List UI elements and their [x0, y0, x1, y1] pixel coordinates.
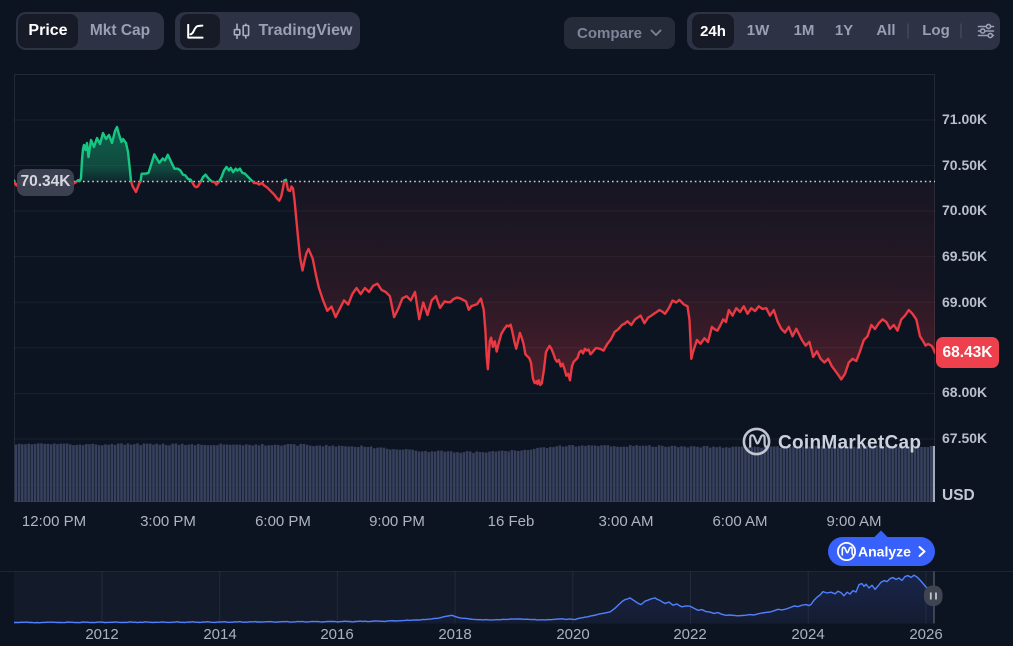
svg-text:CoinMarketCap: CoinMarketCap	[778, 433, 921, 454]
svg-text:Analyze: Analyze	[858, 544, 911, 560]
